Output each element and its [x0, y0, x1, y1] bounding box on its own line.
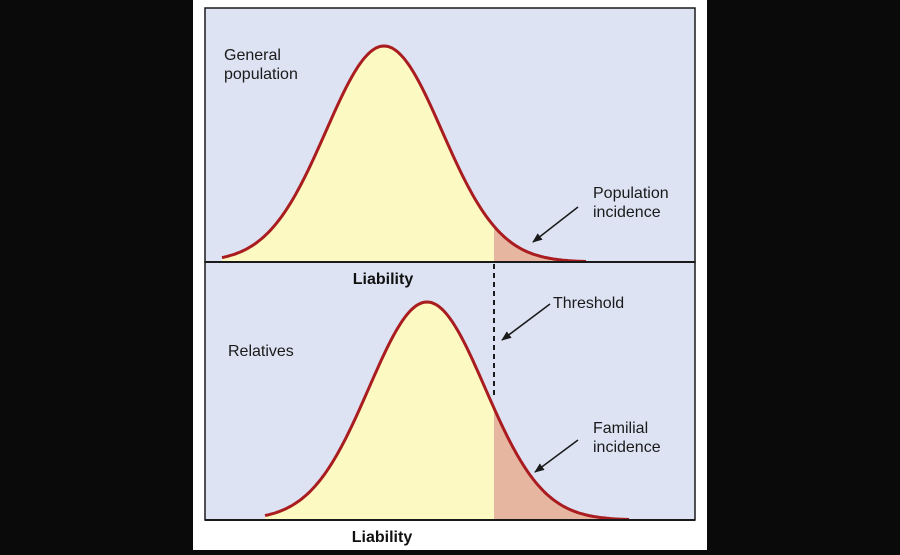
arrow-icon — [534, 439, 579, 473]
arrow-icon — [501, 303, 551, 341]
top-axis-title: Liability — [353, 271, 414, 288]
general-population-label-line2: population — [224, 66, 298, 83]
familial-incidence-label-line1: Familial — [593, 420, 648, 437]
bottom-curve-fill — [265, 302, 629, 520]
familial-incidence-area — [494, 408, 629, 520]
top-curve-fill — [222, 46, 586, 262]
population-incidence-area — [494, 226, 586, 262]
population-incidence-label-line1: Population — [593, 185, 669, 202]
population-incidence-label-line2: incidence — [593, 204, 661, 221]
top-distribution-curve — [221, 44, 587, 263]
bottom-distribution-curve — [264, 300, 630, 521]
familial-incidence-label-line2: incidence — [593, 439, 661, 456]
relatives-label: Relatives — [228, 343, 294, 360]
general-population-label-line1: General — [224, 47, 281, 64]
threshold-label: Threshold — [553, 295, 624, 312]
bottom-axis-title: Liability — [352, 529, 413, 546]
arrow-icon — [532, 206, 579, 243]
